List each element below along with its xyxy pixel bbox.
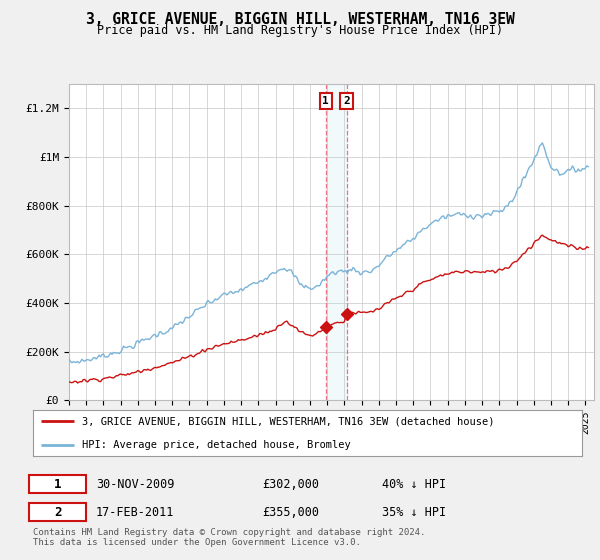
Text: Price paid vs. HM Land Registry's House Price Index (HPI): Price paid vs. HM Land Registry's House … [97, 24, 503, 36]
FancyBboxPatch shape [29, 475, 86, 493]
Text: 1: 1 [54, 478, 61, 491]
Text: 3, GRICE AVENUE, BIGGIN HILL, WESTERHAM, TN16 3EW (detached house): 3, GRICE AVENUE, BIGGIN HILL, WESTERHAM,… [82, 416, 495, 426]
FancyBboxPatch shape [29, 503, 86, 521]
Text: Contains HM Land Registry data © Crown copyright and database right 2024.
This d: Contains HM Land Registry data © Crown c… [33, 528, 425, 547]
Text: £302,000: £302,000 [262, 478, 319, 491]
Text: 3, GRICE AVENUE, BIGGIN HILL, WESTERHAM, TN16 3EW: 3, GRICE AVENUE, BIGGIN HILL, WESTERHAM,… [86, 12, 514, 27]
Text: 30-NOV-2009: 30-NOV-2009 [96, 478, 174, 491]
Text: £355,000: £355,000 [262, 506, 319, 519]
Text: 17-FEB-2011: 17-FEB-2011 [96, 506, 174, 519]
Text: HPI: Average price, detached house, Bromley: HPI: Average price, detached house, Brom… [82, 440, 351, 450]
Bar [326, 84, 347, 400]
Text: 1: 1 [322, 96, 329, 106]
Text: 2: 2 [343, 96, 350, 106]
Text: 2: 2 [54, 506, 61, 519]
Text: 40% ↓ HPI: 40% ↓ HPI [382, 478, 446, 491]
Text: 35% ↓ HPI: 35% ↓ HPI [382, 506, 446, 519]
